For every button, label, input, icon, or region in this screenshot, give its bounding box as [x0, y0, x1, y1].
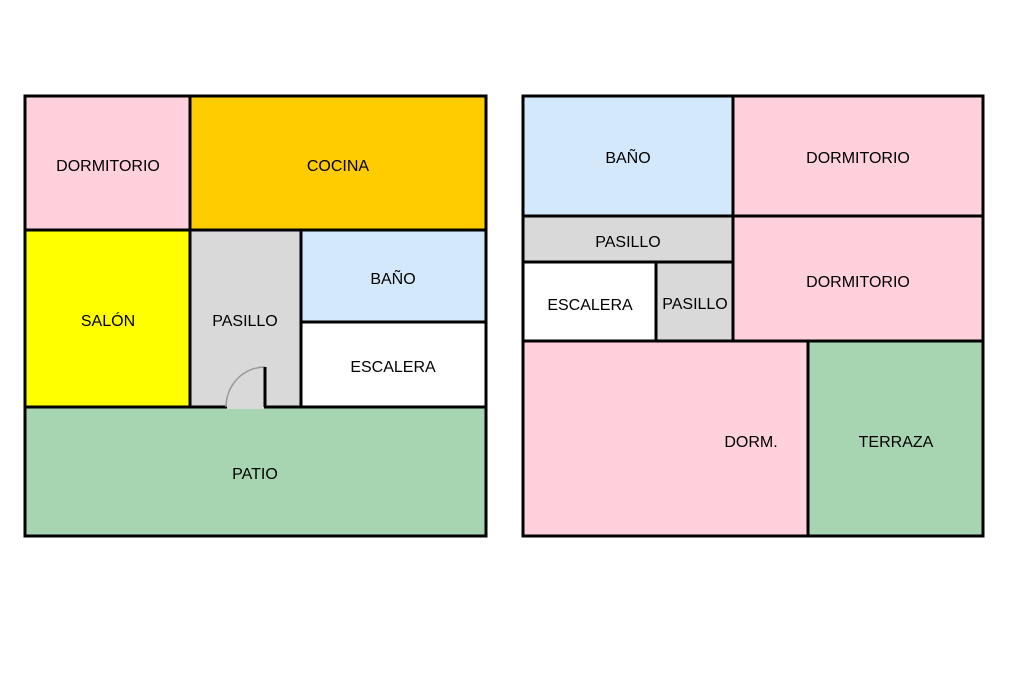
- room-cocina: [188, 94, 488, 232]
- door: [225, 366, 267, 409]
- label-dormitorio-1: DORMITORIO: [806, 150, 910, 167]
- label-pasillo-2: PASILLO: [662, 296, 728, 313]
- label-escalera: ESCALERA: [350, 359, 436, 376]
- label-escalera: ESCALERA: [547, 297, 633, 314]
- room-pasillo-2: [654, 260, 735, 343]
- label-terraza: TERRAZA: [859, 434, 934, 451]
- room-escalera: [299, 320, 488, 409]
- label-pasillo-1: PASILLO: [595, 234, 661, 251]
- room-dormitorio-2: [731, 214, 985, 343]
- upper-floor-labels: BAÑO DORMITORIO PASILLO ESCALERA PASILLO…: [547, 147, 933, 451]
- label-pasillo: PASILLO: [212, 313, 278, 330]
- room-dormitorio-1: [731, 94, 985, 218]
- room-patio: [23, 405, 488, 538]
- door-swing-arc: [225, 366, 266, 408]
- ground-floor-labels: DORMITORIO COCINA SALÓN PASILLO BAÑO ESC…: [56, 158, 436, 483]
- upper-floor-plan: [521, 94, 985, 538]
- ground-floor-plan: [23, 94, 488, 538]
- room-pasillo-1: [521, 214, 735, 264]
- room-salon: [23, 228, 192, 409]
- label-dormitorio-2: DORMITORIO: [806, 274, 910, 291]
- label-patio: PATIO: [232, 466, 278, 483]
- room-bano: [521, 94, 735, 218]
- label-dorm: DORM.: [724, 434, 777, 451]
- room-dormitorio: [23, 94, 192, 232]
- room-escalera: [521, 260, 658, 343]
- label-cocina: COCINA: [307, 158, 370, 175]
- label-bano: BAÑO: [370, 268, 415, 288]
- room-terraza: [806, 339, 985, 538]
- label-salon: SALÓN: [81, 311, 135, 330]
- label-dormitorio: DORMITORIO: [56, 158, 160, 175]
- label-bano: BAÑO: [605, 147, 650, 167]
